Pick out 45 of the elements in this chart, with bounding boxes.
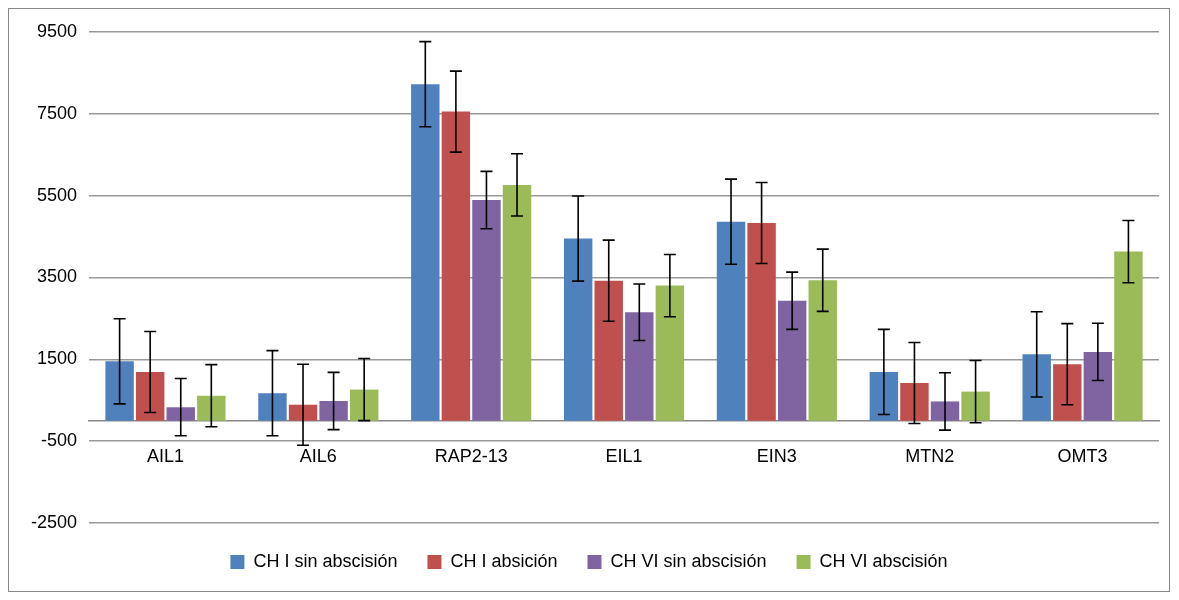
bar bbox=[1083, 351, 1113, 421]
bar bbox=[441, 111, 471, 421]
bar bbox=[319, 401, 348, 421]
y-tick-label: -500 bbox=[41, 430, 78, 451]
legend-label: CH I sin abscisión bbox=[253, 550, 398, 571]
bar bbox=[777, 300, 807, 421]
bar bbox=[625, 312, 654, 421]
bar bbox=[349, 389, 379, 421]
legend-label: CH VI sin abscisión bbox=[610, 550, 767, 571]
x-tick-label: RAP2-13 bbox=[434, 446, 508, 467]
bar bbox=[1022, 354, 1051, 421]
bar bbox=[808, 280, 837, 421]
bar bbox=[166, 407, 195, 421]
bar bbox=[288, 404, 318, 421]
x-tick-label: AIL1 bbox=[146, 446, 184, 467]
bar bbox=[135, 371, 165, 421]
bar bbox=[1114, 251, 1143, 421]
bar bbox=[655, 285, 685, 421]
bar bbox=[594, 280, 623, 421]
y-tick-label: -2500 bbox=[30, 511, 78, 532]
y-tick-label: 5500 bbox=[36, 184, 78, 205]
bar bbox=[502, 184, 532, 421]
x-tick-label: EIL1 bbox=[605, 446, 643, 467]
bar bbox=[1053, 364, 1082, 421]
x-tick-label: MTN2 bbox=[905, 446, 955, 467]
y-tick-label: 9500 bbox=[36, 20, 78, 41]
bar bbox=[747, 222, 776, 421]
bar bbox=[105, 361, 134, 421]
x-tick-label: EIN3 bbox=[756, 446, 797, 467]
bar bbox=[869, 371, 899, 421]
x-tick-label: AIL6 bbox=[299, 446, 337, 467]
legend-label: CH I absición bbox=[450, 550, 558, 571]
y-tick-label: 3500 bbox=[36, 266, 78, 287]
bar bbox=[258, 393, 287, 421]
bar bbox=[197, 395, 226, 421]
x-tick-label: OMT3 bbox=[1057, 446, 1108, 467]
bar bbox=[716, 221, 746, 421]
bar bbox=[472, 200, 501, 421]
y-tick-label: 1500 bbox=[36, 348, 78, 369]
legend-label: CH VI abscisión bbox=[819, 550, 948, 571]
bar bbox=[411, 84, 440, 421]
bar bbox=[961, 391, 990, 421]
bar bbox=[900, 383, 929, 421]
bar bbox=[563, 238, 593, 421]
y-tick-label: 7500 bbox=[36, 102, 78, 123]
